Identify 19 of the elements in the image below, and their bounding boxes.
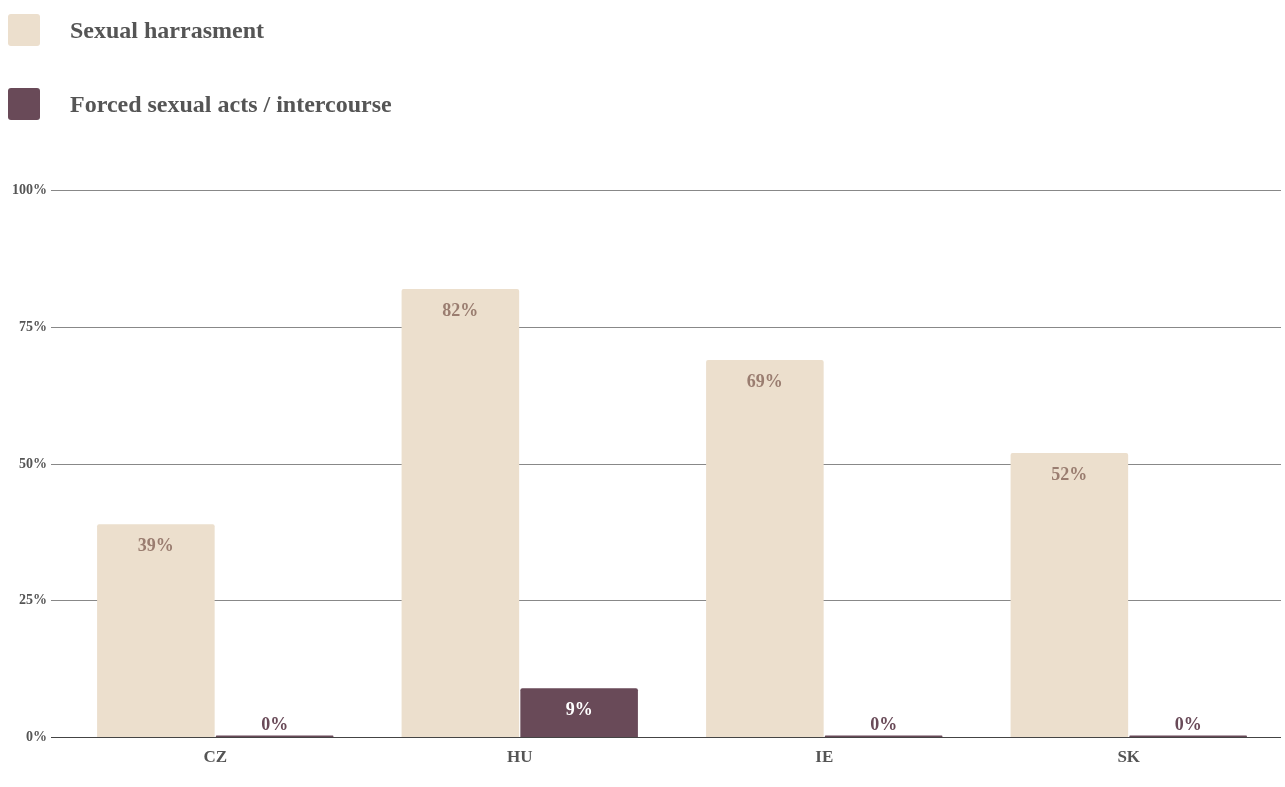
data-label: 69% <box>746 370 783 391</box>
data-label: 0% <box>1174 714 1202 735</box>
x-tick-label: CZ <box>203 747 228 767</box>
data-label: 0% <box>261 714 289 735</box>
data-label: 9% <box>565 699 593 720</box>
legend-label: Sexual harrasment <box>70 16 264 44</box>
data-label: 82% <box>442 299 479 320</box>
data-label: 52% <box>1051 463 1088 484</box>
legend-label: Forced sexual acts / intercourse <box>70 90 392 118</box>
x-tick-label: IE <box>815 747 834 767</box>
y-tick-label: 0% <box>26 729 47 745</box>
data-label: 0% <box>870 714 898 735</box>
y-tick-label: 100% <box>12 182 47 198</box>
y-tick-label: 25% <box>19 592 47 608</box>
y-tick-label: 50% <box>19 455 47 471</box>
y-tick-label: 75% <box>19 318 47 334</box>
x-tick-label: HU <box>507 747 533 767</box>
data-label: 39% <box>137 534 174 555</box>
x-tick-label: SK <box>1117 747 1141 767</box>
